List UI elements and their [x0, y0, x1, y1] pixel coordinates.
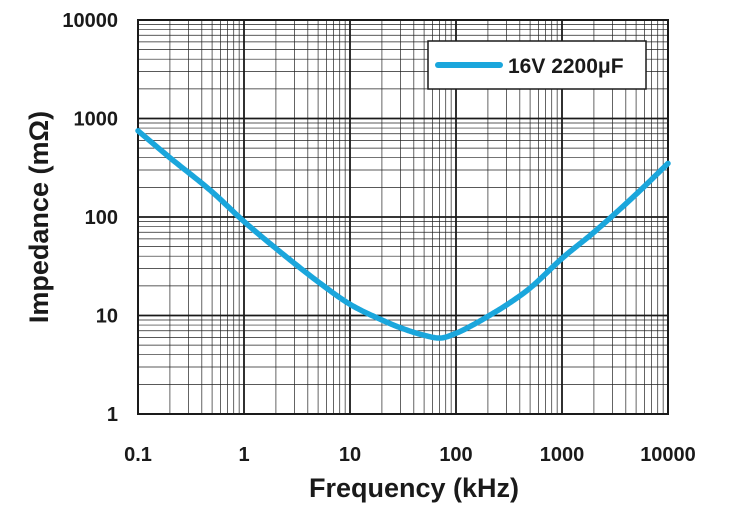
- y-tick-label: 100: [85, 207, 118, 229]
- plot-frame: [137, 19, 669, 415]
- x-axis-title: Frequency (kHz): [309, 473, 519, 503]
- y-tick-labels: 1 10 100 1000 10000: [62, 10, 118, 426]
- x-tick-labels: 0.1 1 10 100 1000 10000: [124, 444, 696, 466]
- x-tick-label: 0.1: [124, 444, 152, 466]
- x-tick-label: 1: [238, 444, 249, 466]
- x-tick-label: 10000: [640, 444, 696, 466]
- series-layer: [135, 128, 671, 341]
- y-tick-label: 10: [96, 306, 118, 328]
- legend: 16V 2200μF: [427, 40, 647, 90]
- x-tick-label: 1000: [540, 444, 585, 466]
- x-tick-label: 100: [439, 444, 472, 466]
- y-axis-title: Impedance (mΩ): [24, 111, 54, 323]
- major-gridlines: [138, 20, 668, 414]
- x-tick-label: 10: [339, 444, 361, 466]
- y-tick-label: 10000: [62, 10, 118, 32]
- y-tick-label: 1: [107, 404, 118, 426]
- series-line: [135, 128, 671, 341]
- y-tick-label: 1000: [74, 109, 119, 131]
- legend-label: 16V 2200μF: [508, 55, 624, 78]
